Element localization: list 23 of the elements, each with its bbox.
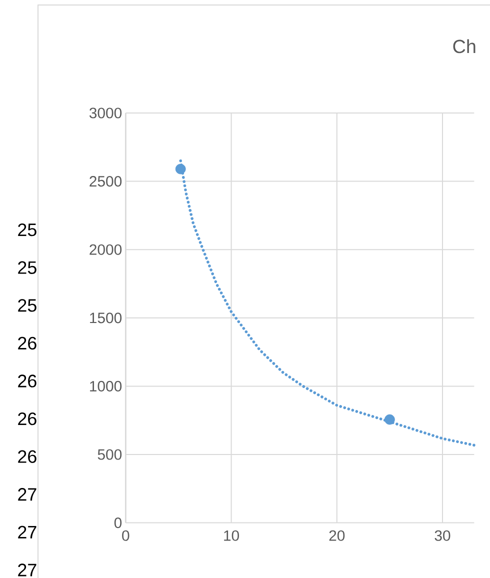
line-series	[179, 159, 476, 447]
y-tick-label: 500	[98, 449, 122, 460]
y-tick-label: 2500	[90, 176, 122, 187]
text: 26	[18, 336, 36, 350]
text: 25	[18, 299, 36, 312]
y-tick-label: 1000	[90, 380, 122, 392]
text: 25	[18, 261, 36, 274]
text: 26	[18, 450, 36, 463]
y-tick-label: 0	[114, 518, 122, 528]
text: 25	[18, 223, 36, 236]
x-tick-label: 0	[122, 530, 130, 541]
text: 27	[18, 564, 36, 576]
text: 27	[18, 526, 36, 538]
x-tick-label: 30	[434, 530, 450, 541]
text: 26	[18, 374, 36, 388]
text: 27	[18, 488, 36, 501]
y-tick-label: 3000	[89, 108, 122, 118]
chart-title: Ch	[453, 39, 476, 54]
text: 26	[18, 412, 36, 426]
x-tick-label: 20	[329, 530, 345, 541]
y-tick-label: 2000	[90, 244, 122, 255]
y-tick-label: 1500	[90, 312, 122, 324]
x-tick-label: 10	[224, 530, 239, 541]
